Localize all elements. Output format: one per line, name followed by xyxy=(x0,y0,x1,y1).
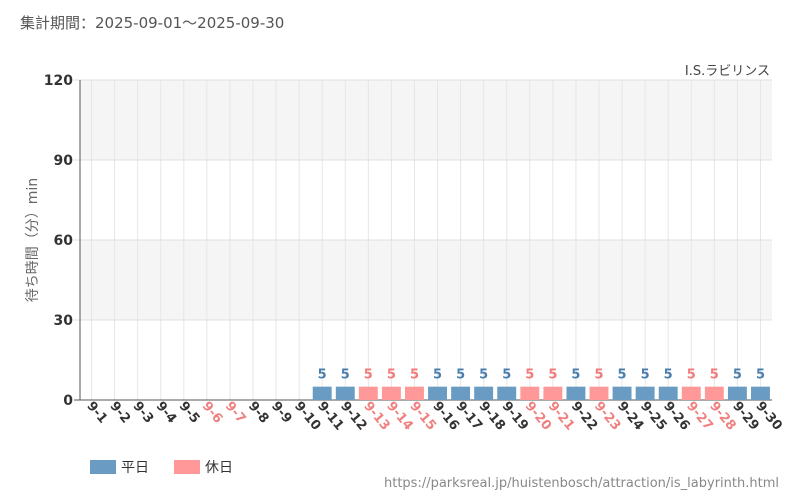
bar xyxy=(381,386,401,400)
bar xyxy=(428,386,447,400)
x-tick-label: 9-2 xyxy=(107,399,134,427)
data-label: 5 xyxy=(410,368,419,383)
bar xyxy=(727,386,747,400)
bar xyxy=(704,386,724,400)
data-label: 5 xyxy=(433,368,442,383)
legend-swatch xyxy=(174,460,200,474)
data-label: 5 xyxy=(456,368,465,383)
bar xyxy=(658,386,678,400)
x-tick-label: 9-3 xyxy=(130,399,157,427)
data-label: 5 xyxy=(756,368,765,383)
plot-band xyxy=(80,80,772,160)
y-tick-label: 0 xyxy=(63,393,73,409)
data-label: 5 xyxy=(479,368,488,383)
x-tick-label: 9-8 xyxy=(245,399,272,427)
chart-title: I.S.ラビリンス xyxy=(685,64,770,79)
data-label: 5 xyxy=(710,368,719,383)
y-tick-label: 30 xyxy=(54,313,74,329)
data-label: 5 xyxy=(525,368,534,383)
x-tick-label: 9-5 xyxy=(176,399,203,427)
y-tick-label: 60 xyxy=(54,233,74,249)
bar xyxy=(520,386,540,400)
data-label: 5 xyxy=(641,368,650,383)
grid-lines xyxy=(74,79,772,401)
x-tick-label: 9-9 xyxy=(268,399,295,427)
legend: 平日 休日 xyxy=(90,460,233,476)
plot-background xyxy=(80,80,772,400)
x-tick-label: 9-4 xyxy=(153,399,180,427)
data-label: 5 xyxy=(687,368,696,383)
bar xyxy=(589,386,609,400)
data-label: 5 xyxy=(318,368,327,383)
plot-band xyxy=(80,320,772,400)
x-tick-label: 9-30 xyxy=(752,399,784,434)
bar xyxy=(358,386,378,400)
legend-label: 休日 xyxy=(205,460,233,476)
bar xyxy=(612,386,632,400)
x-tick-label: 9-1 xyxy=(83,399,110,427)
bar xyxy=(751,386,770,400)
plot-band xyxy=(80,160,772,240)
bar xyxy=(497,386,517,400)
y-axis: 0 30 60 90 120 xyxy=(44,73,81,409)
plot-band xyxy=(80,240,772,320)
bar xyxy=(566,386,586,400)
y-tick-label: 120 xyxy=(44,73,73,89)
data-label: 5 xyxy=(341,368,350,383)
bar xyxy=(543,386,563,400)
bar xyxy=(451,386,471,400)
bar xyxy=(635,386,655,400)
data-label: 5 xyxy=(548,368,557,383)
data-label: 5 xyxy=(387,368,396,383)
x-axis: 9-19-29-39-49-59-69-79-89-99-109-119-129… xyxy=(83,399,784,434)
period-label: 集計期間：2025-09-01～2025-09-30 xyxy=(20,14,284,32)
data-label: 5 xyxy=(664,368,673,383)
y-tick-label: 90 xyxy=(54,153,74,169)
bar xyxy=(681,386,701,400)
data-label: 5 xyxy=(618,368,627,383)
legend-swatch xyxy=(90,460,116,474)
bar xyxy=(335,386,355,400)
bar xyxy=(474,386,494,400)
y-axis-label: 待ち時間（分）min xyxy=(25,178,41,302)
x-tick-label: 9-6 xyxy=(199,399,226,427)
data-label: 5 xyxy=(571,368,580,383)
source-url: https://parksreal.jp/huistenbosch/attrac… xyxy=(384,476,779,491)
x-tick-label: 9-7 xyxy=(222,399,249,427)
legend-label: 平日 xyxy=(121,460,149,476)
data-label: 5 xyxy=(364,368,373,383)
bar-series xyxy=(312,386,770,400)
bar xyxy=(405,386,424,400)
data-label: 5 xyxy=(502,368,511,383)
data-label: 5 xyxy=(733,368,742,383)
bar xyxy=(312,386,332,400)
data-label: 5 xyxy=(594,368,603,383)
